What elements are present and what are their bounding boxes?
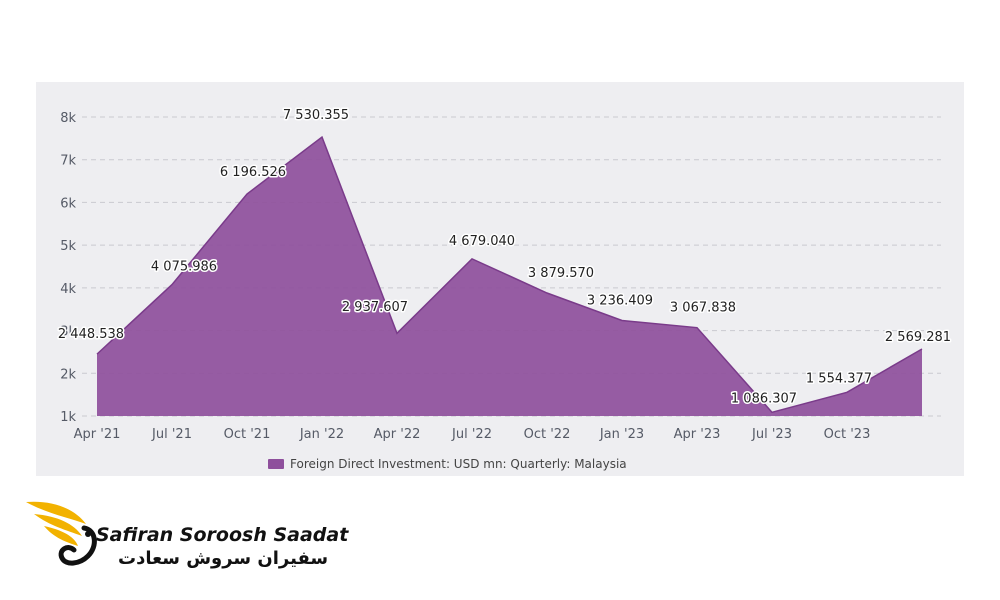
y-tick-label: 3k <box>60 325 76 340</box>
x-tick-label: Oct '22 <box>524 427 571 442</box>
data-label: 4 075.986 <box>151 260 217 275</box>
legend-label[interactable]: Foreign Direct Investment: USD mn: Quart… <box>290 457 627 471</box>
legend[interactable]: Foreign Direct Investment: USD mn: Quart… <box>268 457 627 471</box>
x-tick-label: Jan '22 <box>299 427 344 442</box>
y-tick-label: 2k <box>60 367 76 382</box>
data-label: 2 937.607 <box>342 300 408 315</box>
series-line <box>96 135 923 414</box>
legend-swatch <box>268 459 284 469</box>
data-label: 6 196.526 <box>220 165 286 180</box>
company-logo: Safiran Soroosh Saadat سفیران سروش سعادت <box>22 494 348 580</box>
series-area-layer <box>96 135 923 416</box>
data-label: 3 067.838 <box>670 301 736 316</box>
data-label: 2 569.281 <box>885 330 951 345</box>
data-labels: 2 448.538 4 075.986 6 196.526 7 530.355 2 93… <box>56 107 952 408</box>
x-tick-label: Oct '23 <box>824 427 871 442</box>
data-label: 3 879.570 <box>528 266 594 281</box>
data-label: 1 554.377 <box>806 371 872 386</box>
x-tick-label: Jul '23 <box>751 427 792 442</box>
y-tick-label: 1k <box>60 410 76 425</box>
x-tick-label: Apr '21 <box>74 427 121 442</box>
y-tick-label: 5k <box>60 239 76 254</box>
y-tick-label: 6k <box>60 196 76 211</box>
y-tick-label: 8k <box>60 111 76 126</box>
x-tick-label: Jul '21 <box>151 427 192 442</box>
x-tick-label: Jul '22 <box>451 427 492 442</box>
data-label: 1 086.307 <box>731 391 797 406</box>
x-tick-label: Jan '23 <box>599 427 644 442</box>
data-label: 4 679.040 <box>449 234 515 249</box>
y-axis: 1k 2k 3k 4k 5k 6k 7k 8k <box>60 111 76 425</box>
phoenix-logo-icon <box>26 501 97 566</box>
data-label: 7 530.355 <box>283 108 349 123</box>
x-tick-label: Oct '21 <box>224 427 271 442</box>
y-tick-label: 4k <box>60 282 76 297</box>
x-axis: Apr '21 Jul '21 Oct '21 Jan '22 Apr '22 Jul '… <box>74 427 871 442</box>
y-tick-label: 7k <box>60 154 76 169</box>
data-label: 3 236.409 <box>587 293 653 308</box>
x-tick-label: Apr '22 <box>374 427 421 442</box>
logo-text-english: Safiran Soroosh Saadat <box>96 524 349 546</box>
chart-area: 1k 2k 3k 4k 5k 6k 7k 8k Apr '21 Jul '21 Oct '21 Ja… <box>56 107 952 471</box>
x-tick-label: Apr '23 <box>674 427 721 442</box>
data-label: 2 448.538 <box>58 327 124 342</box>
chart-panel: 1k 2k 3k 4k 5k 6k 7k 8k Apr '21 Jul '21 Oct '21 Ja… <box>36 82 964 476</box>
logo-text-persian: سفیران سروش سعادت <box>118 548 329 569</box>
